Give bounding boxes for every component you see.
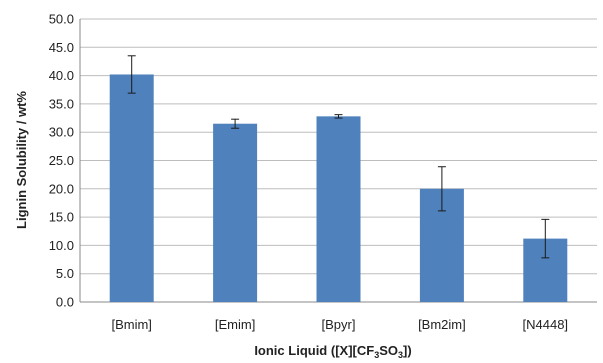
x-axis-label: Ionic Liquid ([X][CF3SO3]) — [254, 343, 411, 360]
x-axis-label-mid: SO — [379, 343, 398, 358]
x-tick-label: [Bm2im] — [418, 317, 466, 332]
x-axis-label-prefix: Ionic Liquid ([X][CF — [254, 343, 374, 358]
x-tick-label: [N4448] — [523, 317, 569, 332]
y-tick-label: 10.0 — [49, 238, 74, 253]
y-tick-label: 45.0 — [49, 40, 74, 55]
x-tick-label: [Emim] — [215, 317, 255, 332]
x-tick-label: [Bmim] — [111, 317, 151, 332]
bar — [316, 116, 361, 303]
bar — [109, 74, 154, 302]
y-tick-label: 15.0 — [49, 210, 74, 225]
y-tick-label: 50.0 — [49, 12, 74, 27]
y-tick-label: 20.0 — [49, 181, 74, 196]
x-axis-label-suffix: ]) — [403, 343, 412, 358]
x-axis-ticks: [Bmim] [Emim] [Bpyr] [Bm2im] [N4448] — [111, 317, 568, 332]
x-axis-label-sub2: 3 — [398, 350, 403, 360]
bars — [109, 74, 568, 303]
y-axis-ticks: 0.0 5.0 10.0 15.0 20.0 25.0 30.0 35.0 40.0 45.0 50… — [49, 12, 74, 310]
y-tick-label: 25.0 — [49, 153, 74, 168]
bar — [213, 123, 258, 303]
x-tick-label: [Bpyr] — [322, 317, 356, 332]
x-axis-label-sub1: 3 — [374, 350, 379, 360]
y-tick-label: 5.0 — [56, 266, 74, 281]
error-bars — [127, 55, 550, 259]
y-axis-label: Lignin Solubility / wt% — [14, 91, 29, 229]
y-tick-label: 0.0 — [56, 295, 74, 310]
y-tick-label: 40.0 — [49, 68, 74, 83]
y-tick-label: 30.0 — [49, 125, 74, 140]
y-tick-label: 35.0 — [49, 96, 74, 111]
